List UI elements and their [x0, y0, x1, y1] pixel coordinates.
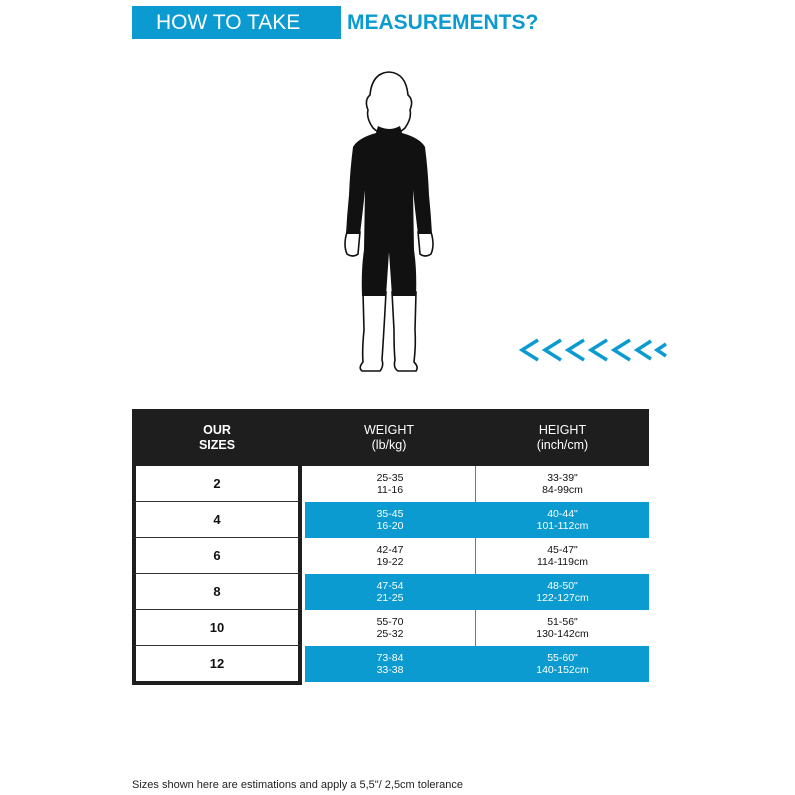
height-cm: 101-112cm: [536, 520, 589, 532]
height-cell: 51-56" 130-142cm: [476, 610, 649, 646]
height-cell: 48-50" 122-127cm: [476, 574, 649, 610]
table-row: 4 35-45 16-20 40-44" 101-112cm: [132, 502, 649, 538]
header-sizes-line2: SIZES: [198, 437, 236, 452]
weight-lb: 25-35: [376, 471, 404, 484]
weight-cell: 35-45 16-20: [305, 502, 476, 538]
header-height-line1: HEIGHT: [538, 422, 587, 437]
size-cell: 8: [132, 574, 302, 610]
weight-kg: 19-22: [376, 556, 404, 568]
weight-lb: 73-84: [376, 651, 404, 664]
size-cell: 2: [132, 466, 302, 502]
header-weight-line1: WEIGHT: [364, 422, 414, 437]
size-chart-table: OUR SIZES WEIGHT (lb/kg) HEIGHT (inch/cm) 2…: [132, 409, 649, 685]
height-cm: 130-142cm: [536, 628, 589, 640]
height-in: 40-44": [547, 507, 578, 520]
size-cell: 10: [132, 610, 302, 646]
size-cell: 4: [132, 502, 302, 538]
height-in: 33-39": [547, 471, 578, 484]
weight-kg: 25-32: [376, 628, 404, 640]
child-wetsuit-figure-icon: [344, 71, 667, 372]
weight-kg: 21-25: [376, 592, 404, 604]
header-height-line2: (inch/cm): [536, 437, 589, 452]
weight-cell: 47-54 21-25: [305, 574, 476, 610]
height-cm: 84-99cm: [542, 484, 583, 496]
table-row: 6 42-47 19-22 45-47" 114-119cm: [132, 538, 649, 574]
height-cm: 140-152cm: [536, 664, 589, 676]
weight-kg: 16-20: [376, 520, 404, 532]
weight-lb: 55-70: [376, 615, 404, 628]
table-row: 10 55-70 25-32 51-56" 130-142cm: [132, 610, 649, 646]
height-cell: 55-60" 140-152cm: [476, 646, 649, 682]
height-cm: 114-119cm: [537, 556, 588, 568]
title-light: HOW TO TAKE YOUR: [132, 6, 341, 67]
weight-cell: 55-70 25-32: [305, 610, 476, 646]
table-header: OUR SIZES WEIGHT (lb/kg) HEIGHT (inch/cm): [132, 409, 649, 466]
header-weight-line2: (lb/kg): [371, 437, 407, 452]
size-cell: 12: [132, 646, 302, 685]
header-sizes-line1: OUR: [203, 422, 231, 437]
header-weight: WEIGHT (lb/kg): [302, 409, 476, 466]
height-in: 48-50": [547, 579, 578, 592]
weight-lb: 47-54: [376, 579, 404, 592]
height-in: 55-60": [547, 651, 578, 664]
page-title: HOW TO TAKE YOUR MEASUREMENTS?: [132, 6, 539, 67]
table-body: 2 25-35 11-16 33-39" 84-99cm 4 35-45 16-20 4…: [132, 466, 649, 685]
table-row: 2 25-35 11-16 33-39" 84-99cm: [132, 466, 649, 502]
weight-cell: 73-84 33-38: [305, 646, 476, 682]
size-cell: 6: [132, 538, 302, 574]
height-cell: 40-44" 101-112cm: [476, 502, 649, 538]
weight-lb: 42-47: [376, 543, 404, 556]
weight-lb: 35-45: [376, 507, 404, 520]
title-bold: MEASUREMENTS?: [347, 10, 539, 34]
height-cm: 122-127cm: [536, 592, 589, 604]
weight-cell: 25-35 11-16: [305, 466, 476, 502]
height-cell: 45-47" 114-119cm: [476, 538, 649, 574]
header-height: HEIGHT (inch/cm): [476, 409, 649, 466]
header-sizes: OUR SIZES: [132, 409, 302, 466]
footnote: Sizes shown here are estimations and app…: [132, 779, 464, 791]
weight-kg: 33-38: [376, 664, 404, 676]
height-in: 51-56": [547, 615, 578, 628]
chevron-left-arrows-icon: [518, 338, 667, 362]
height-cell: 33-39" 84-99cm: [476, 466, 649, 502]
table-row: 8 47-54 21-25 48-50" 122-127cm: [132, 574, 649, 610]
table-row: 12 73-84 33-38 55-60" 140-152cm: [132, 646, 649, 685]
weight-cell: 42-47 19-22: [305, 538, 476, 574]
height-in: 45-47": [547, 543, 578, 556]
weight-kg: 11-16: [376, 484, 404, 496]
